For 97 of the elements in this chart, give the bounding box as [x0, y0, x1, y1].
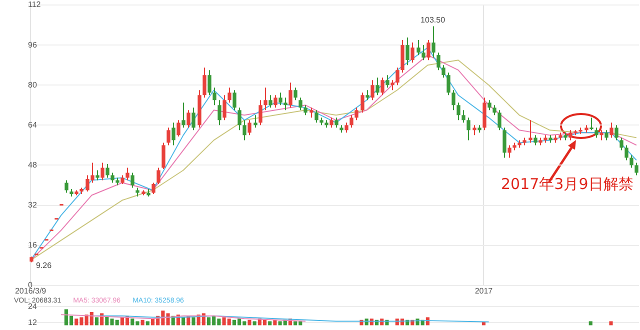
candlestick [242, 120, 246, 141]
candlestick [614, 124, 618, 141]
candlestick [452, 90, 456, 111]
candlestick [254, 114, 258, 128]
candlestick [366, 90, 370, 101]
candlestick [604, 130, 608, 141]
annotation: 103.50 [420, 15, 446, 24]
candlestick [186, 110, 190, 128]
candlestick [238, 107, 242, 131]
y-tick-label: 32 [28, 200, 38, 210]
candlestick [376, 77, 380, 96]
candlestick [590, 117, 594, 131]
candlestick [498, 110, 502, 131]
candlestick [172, 122, 176, 146]
candlestick [166, 127, 170, 146]
candlestick [426, 40, 430, 61]
candlestick [492, 104, 496, 116]
y-tick-label: 64 [28, 120, 38, 130]
candlestick [488, 100, 492, 111]
candlestick [502, 127, 506, 158]
candlestick [630, 154, 634, 168]
candlestick [304, 104, 308, 116]
candlestick [390, 80, 394, 91]
candlestick [96, 170, 100, 181]
candlestick [126, 167, 130, 181]
candlestick [156, 167, 160, 185]
annotation: 2017年3月9日解禁 [501, 175, 634, 194]
candlestick [386, 74, 390, 88]
candlestick [222, 94, 226, 121]
candlestick [422, 44, 426, 61]
candlestick [370, 80, 374, 101]
candlestick [360, 92, 364, 114]
candlestick [314, 110, 318, 124]
candlestick [380, 77, 384, 96]
candlestick [278, 92, 282, 106]
annotation: 9.26 [36, 261, 52, 270]
candlestick [208, 70, 212, 96]
candlestick [406, 37, 410, 66]
candlestick [446, 72, 450, 96]
candlestick [310, 107, 314, 118]
candlestick [152, 182, 156, 195]
candlestick [472, 124, 476, 136]
candlestick [106, 163, 110, 178]
candlestick [162, 142, 166, 170]
y-tick-label: 112 [28, 0, 42, 10]
candlestick [600, 130, 604, 141]
candlestick [466, 117, 470, 141]
candlestick [294, 87, 298, 101]
y-tick-label: 12 [28, 318, 38, 327]
candlestick [202, 67, 206, 98]
candlestick [462, 110, 466, 124]
candlestick [610, 122, 614, 138]
candlestick [130, 172, 134, 188]
y-tick-label: 96 [28, 40, 38, 50]
candlestick [182, 102, 186, 128]
candlestick [634, 162, 638, 176]
candlestick [334, 117, 338, 128]
candlestick [410, 42, 414, 64]
candlestick [218, 100, 222, 126]
candlestick [274, 94, 278, 108]
candlestick [298, 97, 302, 111]
candlestick [100, 162, 104, 181]
candlestick [330, 117, 334, 128]
candlestick [176, 120, 180, 137]
candlestick [268, 94, 272, 108]
candlestick [350, 114, 354, 128]
candlestick [436, 52, 440, 71]
candlestick [248, 120, 252, 136]
candlestick [288, 82, 292, 108]
candlestick [64, 180, 68, 194]
candlestick [442, 64, 446, 78]
y-tick-label: 80 [28, 80, 38, 90]
candlestick [528, 120, 532, 144]
candlestick [212, 87, 216, 106]
candlestick [232, 90, 236, 111]
y-tick-label: 24 [28, 302, 38, 311]
candlestick [354, 107, 358, 121]
candlestick [192, 107, 196, 131]
x-tick-label: 2016/3/9 [14, 286, 47, 296]
candlestick [508, 144, 512, 158]
candlestick [620, 137, 624, 151]
candlestick [110, 172, 114, 184]
candlestick [416, 40, 420, 56]
candlestick [396, 67, 400, 86]
candlestick [228, 87, 232, 104]
y-tick-label: 16 [28, 240, 38, 250]
candlestick [594, 127, 598, 138]
candlestick [344, 122, 348, 134]
candlestick [264, 87, 268, 111]
x-tick-label: 2017 [474, 286, 494, 296]
candlestick [258, 100, 262, 126]
candlestick [432, 26, 436, 58]
y-tick-label: 48 [28, 160, 38, 170]
candlestick [624, 144, 628, 161]
candlestick [456, 102, 460, 121]
candlestick [284, 97, 288, 111]
candlestick [534, 134, 538, 146]
